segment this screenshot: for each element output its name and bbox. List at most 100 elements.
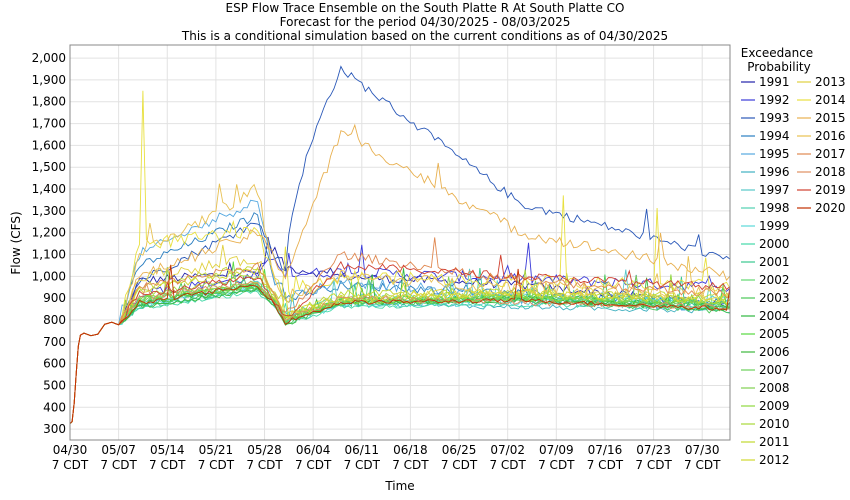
x-tick-label-date: 07/30	[685, 443, 720, 457]
x-tick-label-date: 06/18	[393, 443, 428, 457]
legend-label: 2015	[815, 111, 846, 125]
y-tick-label: 500	[43, 378, 66, 392]
y-tick-label: 300	[43, 422, 66, 436]
x-tick-label-time: 7 CDT	[392, 458, 429, 472]
grid	[69, 45, 730, 440]
legend-label: 1996	[759, 165, 790, 179]
series-line-2014	[69, 90, 731, 424]
legend-label: 2000	[759, 237, 790, 251]
chart-subtitle-1: Forecast for the period 04/30/2025 - 08/…	[280, 15, 571, 29]
y-axis-label: Flow (CFS)	[9, 211, 23, 274]
x-tick-label-date: 07/09	[539, 443, 574, 457]
legend-label: 2013	[815, 75, 846, 89]
x-tick-label-time: 7 CDT	[538, 458, 575, 472]
series-line-2013	[69, 244, 731, 424]
x-tick-label-date: 05/14	[150, 443, 185, 457]
x-tick-label-date: 07/23	[636, 443, 671, 457]
y-tick-label: 900	[43, 291, 66, 305]
y-tick-label: 2,000	[32, 51, 66, 65]
legend-label: 1998	[759, 201, 790, 215]
legend-label: 2010	[759, 417, 790, 431]
legend-label: 1995	[759, 147, 790, 161]
series-line-2012	[69, 266, 731, 424]
legend-label: 2017	[815, 147, 846, 161]
legend-label: 2019	[815, 183, 846, 197]
legend-label: 2006	[759, 345, 790, 359]
legend-label: 1999	[759, 219, 790, 233]
y-tick-label: 700	[43, 335, 66, 349]
legend-label: 1992	[759, 93, 790, 107]
x-tick-label-date: 07/16	[588, 443, 623, 457]
series-line-1993	[69, 65, 731, 424]
x-tick-label-time: 7 CDT	[198, 458, 235, 472]
x-tick-label-date: 04/30	[53, 443, 88, 457]
plot-frame	[69, 44, 731, 441]
legend-label: 1993	[759, 111, 790, 125]
legend-label: 2011	[759, 435, 790, 449]
y-tick-label: 1,300	[32, 204, 66, 218]
legend-label: 2005	[759, 327, 790, 341]
x-tick-label-time: 7 CDT	[246, 458, 283, 472]
x-tick-label-time: 7 CDT	[684, 458, 721, 472]
legend: Exceedance Probability 1991 1992 1993 1994 1…	[741, 46, 846, 467]
chart-title: ESP Flow Trace Ensemble on the South Pla…	[226, 1, 625, 15]
legend-label: 2012	[759, 453, 790, 467]
x-tick-label-date: 06/04	[296, 443, 331, 457]
legend-label: 2004	[759, 309, 790, 323]
x-tick-label-time: 7 CDT	[344, 458, 381, 472]
legend-label: 2020	[815, 201, 846, 215]
x-tick-label-date: 05/07	[101, 443, 136, 457]
series-line-1997	[69, 268, 731, 424]
legend-label: 2002	[759, 273, 790, 287]
series-line-2020	[69, 264, 731, 424]
series-line-2017	[69, 237, 730, 424]
chart-subtitle-2: This is a conditional simulation based o…	[181, 29, 668, 43]
y-tick-label: 1,000	[32, 269, 66, 283]
y-tick-label: 600	[43, 357, 66, 371]
x-tick-label-time: 7 CDT	[52, 458, 89, 472]
x-tick-label-time: 7 CDT	[100, 458, 137, 472]
legend-label: 1994	[759, 129, 790, 143]
series-line-2019	[69, 254, 731, 424]
x-tick-label-time: 7 CDT	[295, 458, 332, 472]
x-tick-label-date: 05/21	[199, 443, 234, 457]
y-tick-label: 800	[43, 313, 66, 327]
y-tick-label: 1,800	[32, 95, 66, 109]
x-tick-label-date: 07/02	[490, 443, 525, 457]
x-tick-label-date: 05/28	[247, 443, 282, 457]
legend-label: 2003	[759, 291, 790, 305]
legend-label: 2018	[815, 165, 846, 179]
series-line-2011	[69, 266, 731, 424]
y-tick-label: 1,600	[32, 138, 66, 152]
legend-label: 2001	[759, 255, 790, 269]
y-tick-label: 1,500	[32, 160, 66, 174]
legend-label: 2009	[759, 399, 790, 413]
x-tick-label-time: 7 CDT	[587, 458, 624, 472]
x-tick-label-time: 7 CDT	[441, 458, 478, 472]
x-tick-label-time: 7 CDT	[149, 458, 186, 472]
y-tick-label: 1,700	[32, 117, 66, 131]
x-tick-label-time: 7 CDT	[635, 458, 672, 472]
series-layer	[69, 65, 731, 424]
x-tick-label-date: 06/25	[442, 443, 477, 457]
series-line-2016	[69, 183, 731, 424]
x-tick-label-time: 7 CDT	[489, 458, 526, 472]
legend-title-1: Exceedance	[741, 46, 813, 60]
y-axis-ticks: 300 400 500 600 700 800 900 1,000 1,100 1,200 1,30…	[32, 51, 66, 436]
plot-area	[70, 45, 730, 440]
y-tick-label: 1,900	[32, 73, 66, 87]
y-tick-label: 1,100	[32, 248, 66, 262]
series-line-2015	[69, 123, 731, 424]
y-tick-label: 400	[43, 400, 66, 414]
legend-label: 2016	[815, 129, 846, 143]
legend-label: 2008	[759, 381, 790, 395]
x-tick-label-date: 06/11	[344, 443, 379, 457]
series-line-2007	[69, 285, 731, 424]
legend-label: 2014	[815, 93, 846, 107]
y-tick-label: 1,200	[32, 226, 66, 240]
legend-label: 2007	[759, 363, 790, 377]
legend-label: 1997	[759, 183, 790, 197]
